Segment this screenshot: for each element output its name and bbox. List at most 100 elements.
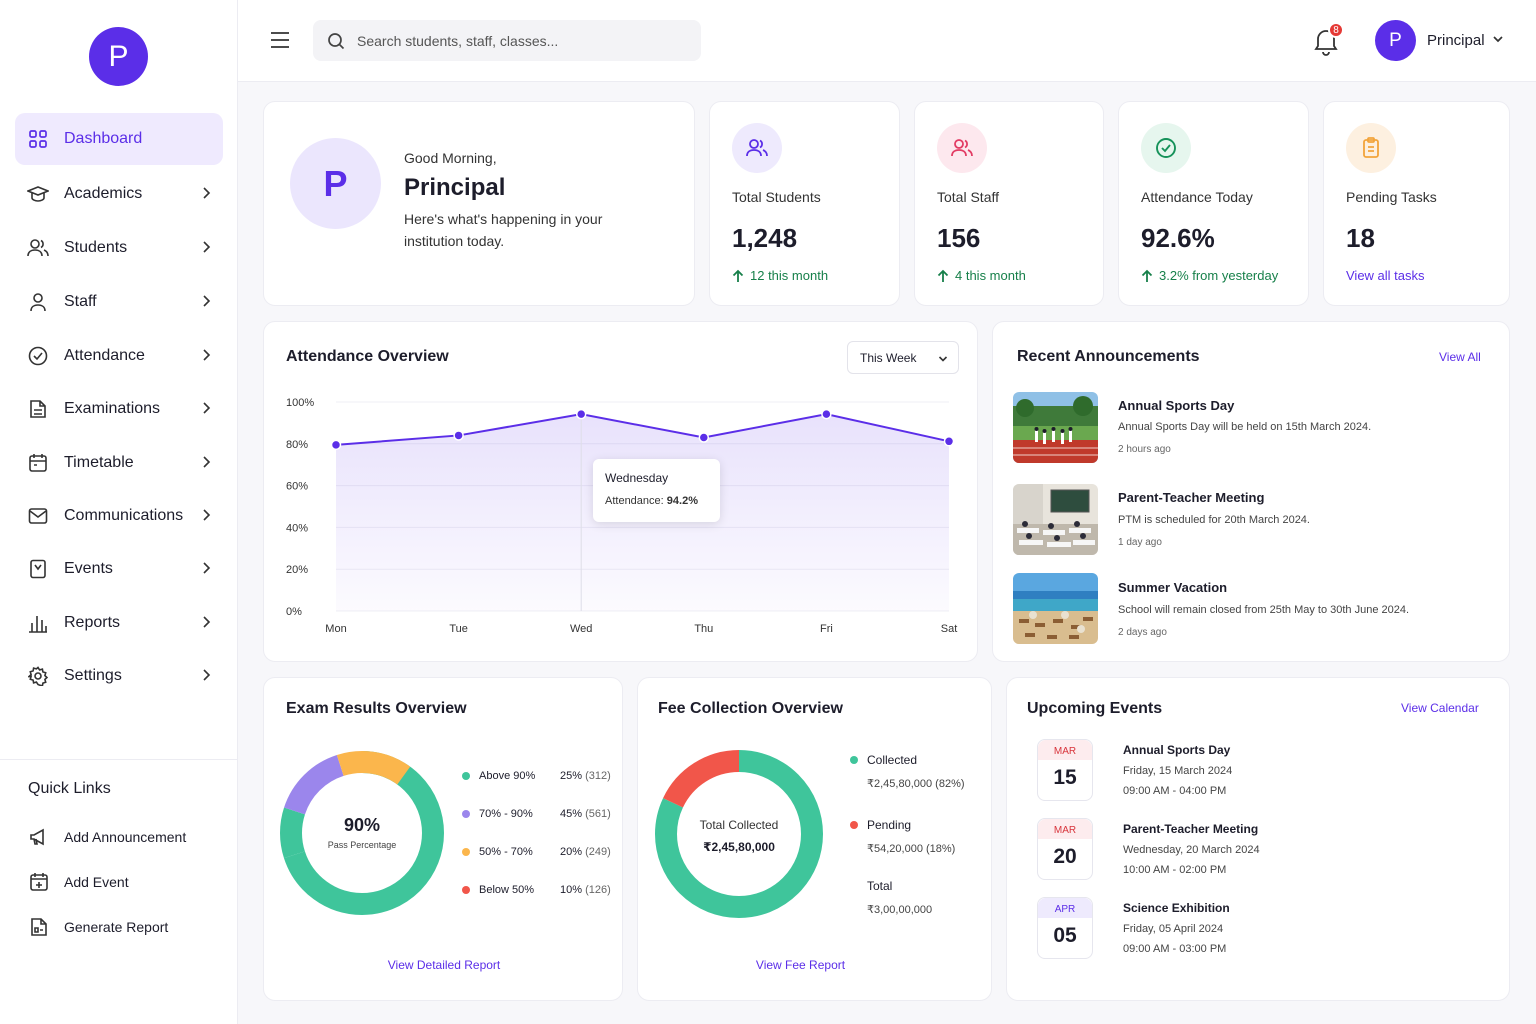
y-tick-label: 20% [286, 564, 308, 576]
chevron-right-icon [203, 187, 211, 199]
calendar-icon [27, 452, 49, 474]
legend-count: (561) [585, 808, 611, 820]
pass-percentage-value: 90% [343, 815, 381, 835]
attendance-title: Attendance Overview [286, 348, 449, 365]
stat-card-attendance[interactable]: Attendance Today 92.6% 3.2% from yesterd… [1118, 101, 1309, 306]
total-collected-value: ₹2,45,80,000 [703, 840, 775, 854]
stat-card-staff[interactable]: Total Staff 156 4 this month [914, 101, 1104, 306]
attendance-card: Attendance Overview This Week 100% 80% 60%… [263, 321, 978, 662]
event-month: MAR [1038, 740, 1092, 760]
view-calendar-link[interactable]: View Calendar [1401, 701, 1479, 715]
announcement-title[interactable]: Parent-Teacher Meeting [1118, 490, 1265, 505]
donut-segment[interactable] [280, 751, 444, 915]
legend-label: 70% - 90% [479, 808, 533, 820]
stat-card-students[interactable]: Total Students 1,248 12 this month [709, 101, 900, 306]
grid-icon [27, 128, 49, 150]
x-tick-label: Mon [325, 623, 346, 635]
search-input[interactable] [357, 32, 677, 49]
tooltip-label: Attendance: [605, 495, 664, 507]
chevron-down-icon[interactable] [1492, 34, 1504, 44]
check-circle-icon [1141, 123, 1191, 173]
gear-icon [27, 665, 49, 687]
sidebar: P Dashboard Academics Students Staff Att… [0, 0, 238, 1024]
event-title[interactable]: Science Exhibition [1123, 901, 1230, 915]
announcement-title[interactable]: Annual Sports Day [1118, 398, 1235, 413]
user-name[interactable]: Principal [1427, 32, 1485, 49]
range-select[interactable]: This Week [847, 341, 959, 374]
announcement-time: 2 hours ago [1118, 444, 1171, 455]
sports-track-image[interactable] [1013, 392, 1098, 463]
donut-segment[interactable] [655, 750, 823, 918]
stat-label: Attendance Today [1141, 189, 1253, 205]
data-point[interactable] [330, 439, 342, 451]
data-point[interactable] [943, 436, 955, 447]
view-fee-report-link[interactable]: View Fee Report [755, 958, 846, 972]
school-logo[interactable]: P [89, 27, 148, 86]
announcement-title[interactable]: Summer Vacation [1118, 580, 1228, 595]
announcement-desc: Annual Sports Day will be held on 15th M… [1118, 421, 1372, 433]
sidebar-item-settings[interactable]: Settings [15, 650, 223, 702]
arrow-up-icon [732, 269, 744, 282]
check-circle-icon [27, 345, 49, 367]
search-bar[interactable] [313, 20, 701, 61]
legend-dot [462, 810, 470, 818]
chevron-right-icon [203, 349, 211, 361]
sidebar-item-attendance[interactable]: Attendance [15, 330, 223, 382]
legend-value: 45% (561) [560, 808, 611, 820]
event-title[interactable]: Parent-Teacher Meeting [1123, 822, 1259, 836]
announcement-desc: PTM is scheduled for 20th March 2024. [1118, 514, 1310, 526]
event-month: APR [1038, 898, 1092, 918]
legend-label: 50% - 70% [479, 846, 533, 858]
sidebar-item-communications[interactable]: Communications [15, 490, 223, 542]
quick-link-add-event[interactable]: Add Event [28, 870, 129, 894]
stat-card-pending-tasks[interactable]: Pending Tasks 18 View all tasks [1323, 101, 1510, 306]
total-value: ₹3,00,00,000 [867, 904, 933, 916]
legend-item: Above 90% [462, 770, 535, 782]
sidebar-item-reports[interactable]: Reports [15, 597, 223, 649]
sidebar-item-examinations[interactable]: Examinations [15, 383, 223, 435]
avatar[interactable]: P [1375, 20, 1416, 61]
event-date-badge: MAR 15 [1037, 739, 1093, 801]
event-date-badge: APR 05 [1037, 897, 1093, 959]
bar-chart-icon [27, 612, 49, 634]
report-icon [28, 917, 50, 937]
sidebar-item-events[interactable]: Events [15, 543, 223, 595]
sidebar-item-students[interactable]: Students [15, 222, 223, 274]
clipboard-icon [1346, 123, 1396, 173]
data-point[interactable] [453, 430, 464, 441]
announcements-card: Recent Announcements View All Annual Spo… [992, 321, 1510, 662]
fee-donut-chart [655, 750, 823, 918]
sidebar-item-timetable[interactable]: Timetable [15, 437, 223, 489]
quick-links-divider [0, 759, 238, 760]
view-all-tasks-link[interactable]: View all tasks [1346, 268, 1425, 283]
sidebar-item-label: Communications [64, 507, 184, 524]
y-tick-label: 0% [286, 606, 302, 618]
event-date-badge: MAR 20 [1037, 818, 1093, 880]
stat-value: 18 [1346, 223, 1375, 253]
sidebar-item-label: Examinations [64, 400, 161, 417]
upcoming-events-title: Upcoming Events [1027, 700, 1163, 717]
donut-segment[interactable] [280, 751, 444, 915]
data-point[interactable] [821, 408, 832, 420]
sidebar-item-label: Timetable [64, 454, 134, 471]
event-title[interactable]: Annual Sports Day [1123, 743, 1231, 757]
event-day: 05 [1053, 924, 1077, 947]
chevron-right-icon [203, 616, 211, 628]
view-detailed-report-link[interactable]: View Detailed Report [387, 958, 501, 972]
quick-link-add-announcement[interactable]: Add Announcement [28, 825, 186, 849]
classroom-image[interactable] [1013, 484, 1098, 555]
view-all-announcements-link[interactable]: View All [1439, 350, 1481, 364]
menu-icon[interactable] [270, 30, 290, 50]
data-point[interactable] [575, 408, 587, 420]
sidebar-item-academics[interactable]: Academics [15, 168, 223, 220]
quick-link-generate-report[interactable]: Generate Report [28, 915, 168, 939]
data-point[interactable] [698, 432, 710, 443]
legend-label: Below 50% [479, 884, 535, 896]
stat-label: Total Staff [937, 189, 1000, 205]
sidebar-item-staff[interactable]: Staff [15, 276, 223, 328]
beach-image[interactable] [1013, 573, 1098, 644]
stat-value: 92.6% [1141, 223, 1215, 253]
users-icon [732, 123, 782, 173]
sidebar-item-dashboard[interactable]: Dashboard [15, 113, 223, 165]
y-tick-label: 80% [286, 439, 308, 451]
